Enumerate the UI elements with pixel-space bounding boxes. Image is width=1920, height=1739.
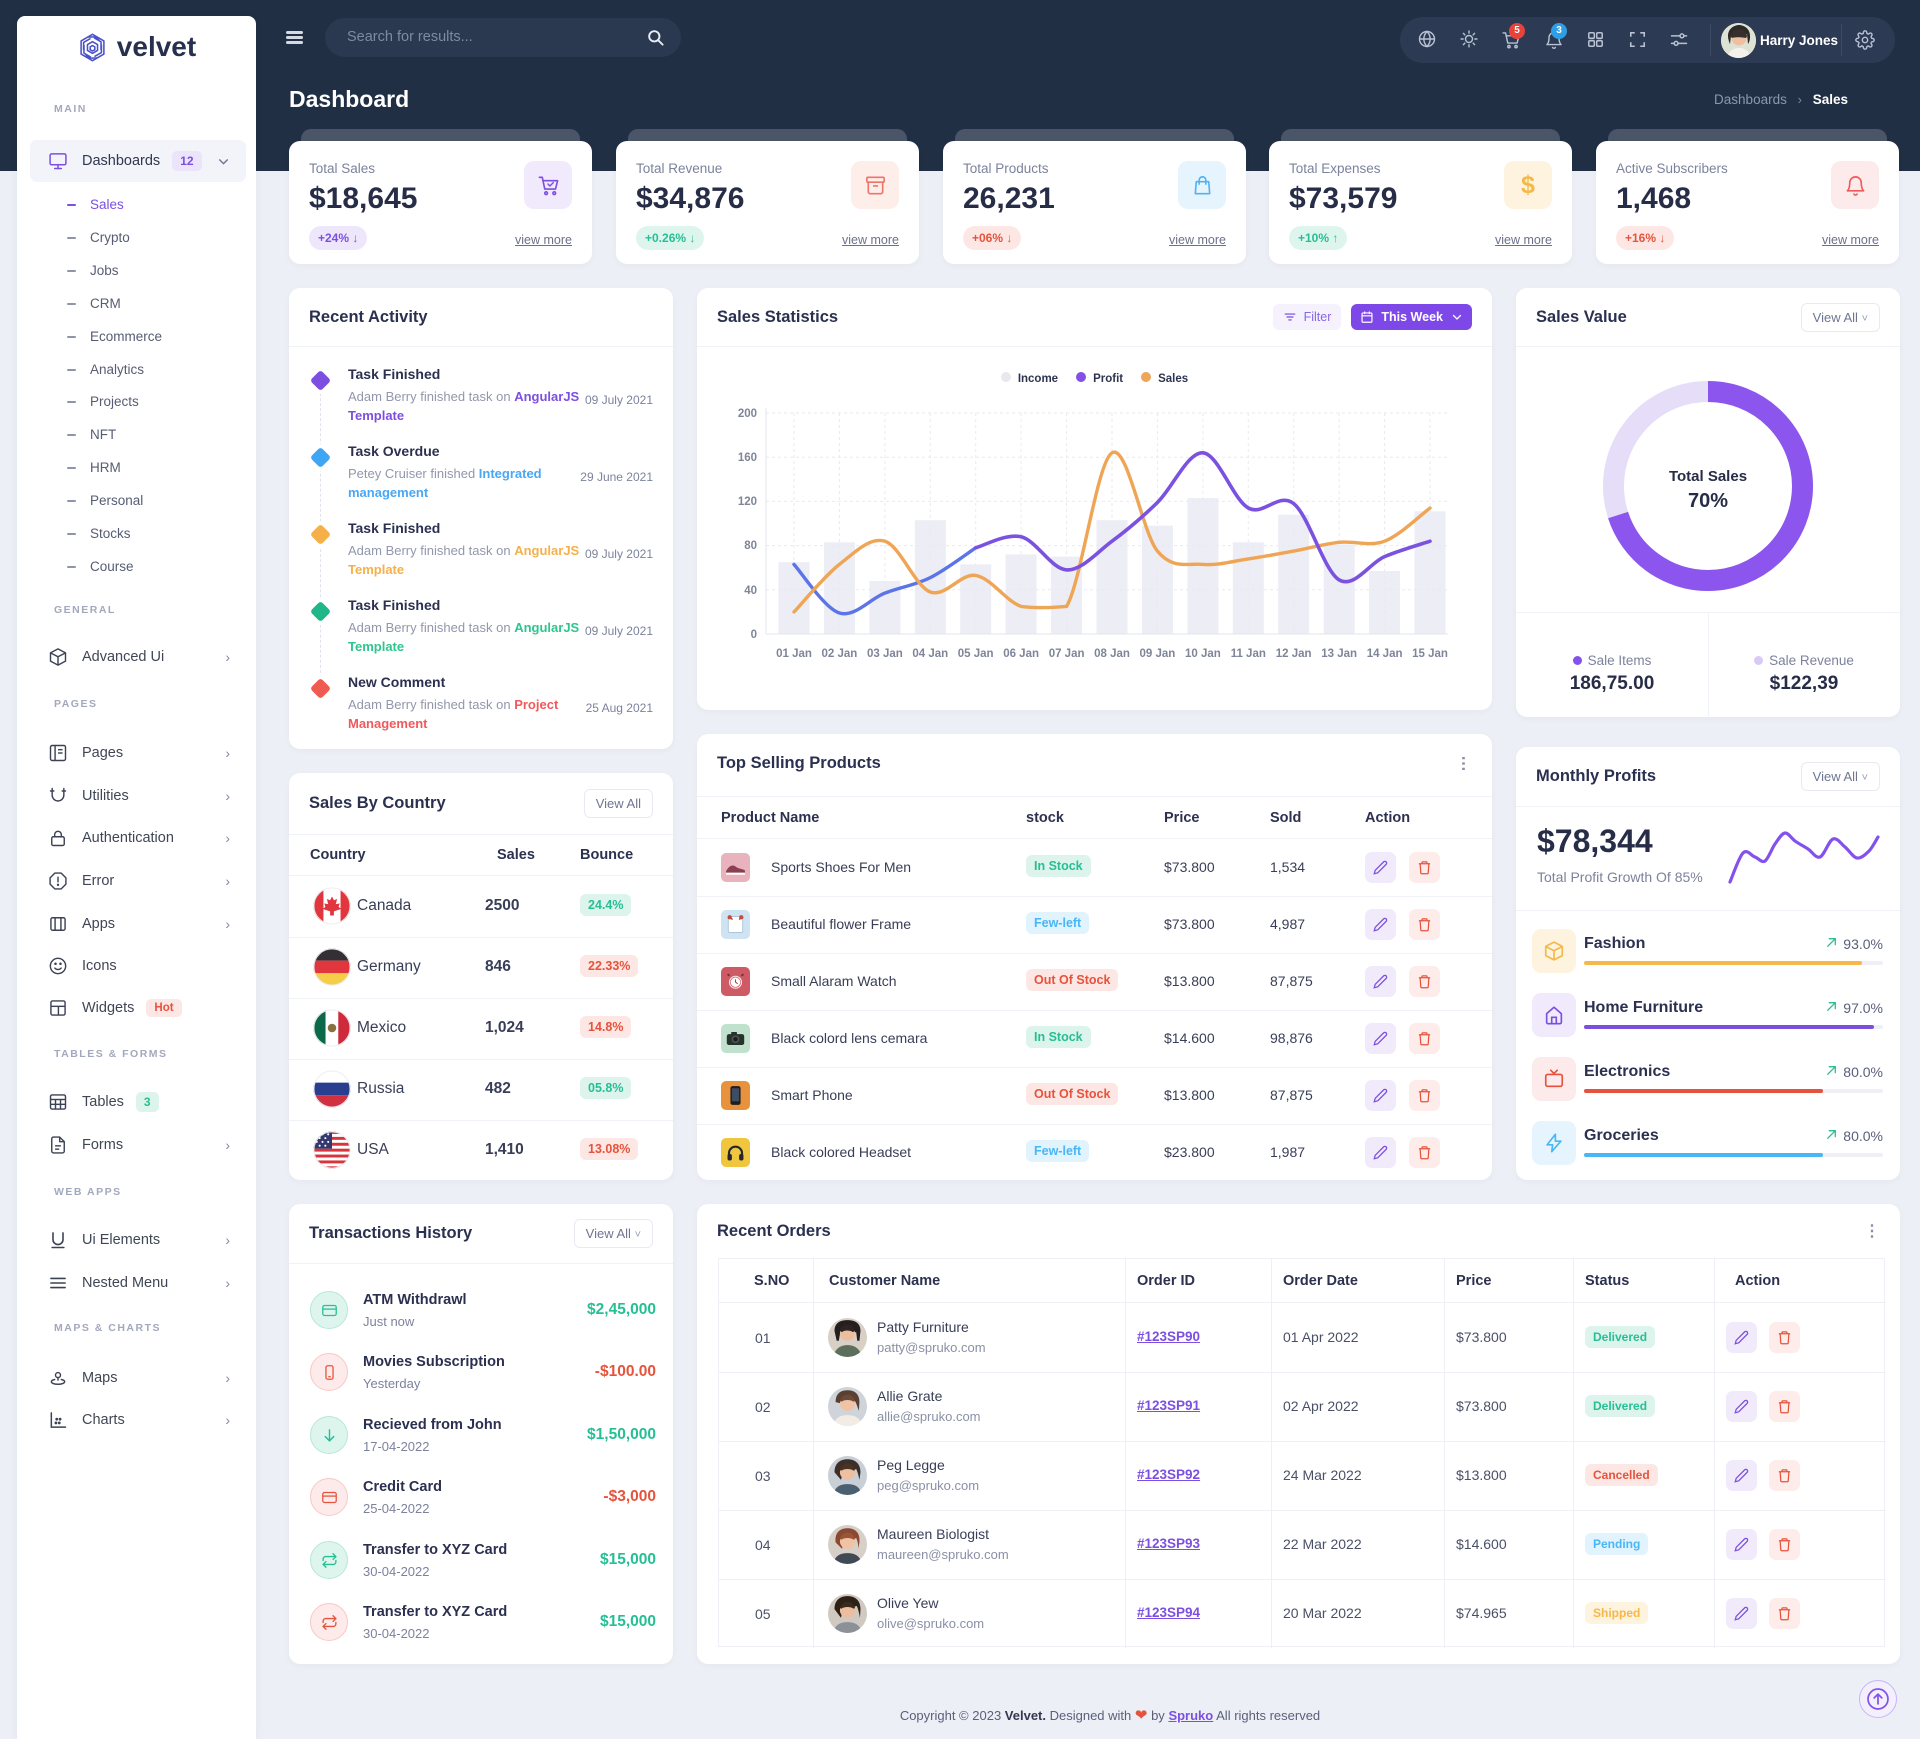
svg-text:10 Jan: 10 Jan: [1185, 648, 1221, 660]
svg-text:120: 120: [738, 496, 757, 508]
svg-text:12 Jan: 12 Jan: [1276, 648, 1312, 660]
svg-text:07 Jan: 07 Jan: [1049, 648, 1085, 660]
svg-text:200: 200: [738, 408, 757, 420]
svg-text:15 Jan: 15 Jan: [1412, 648, 1448, 660]
svg-text:13 Jan: 13 Jan: [1321, 648, 1357, 660]
svg-text:09 Jan: 09 Jan: [1139, 648, 1175, 660]
svg-text:14 Jan: 14 Jan: [1367, 648, 1403, 660]
svg-text:03 Jan: 03 Jan: [867, 648, 903, 660]
svg-text:06 Jan: 06 Jan: [1003, 648, 1039, 660]
svg-text:04 Jan: 04 Jan: [912, 648, 948, 660]
svg-text:02 Jan: 02 Jan: [821, 648, 857, 660]
svg-text:0: 0: [751, 629, 757, 641]
svg-text:11 Jan: 11 Jan: [1231, 648, 1266, 660]
svg-text:08 Jan: 08 Jan: [1094, 648, 1130, 660]
svg-text:80: 80: [744, 540, 757, 552]
svg-text:05 Jan: 05 Jan: [958, 648, 994, 660]
svg-text:01 Jan: 01 Jan: [776, 648, 812, 660]
svg-text:160: 160: [738, 452, 757, 464]
svg-text:40: 40: [744, 585, 757, 597]
